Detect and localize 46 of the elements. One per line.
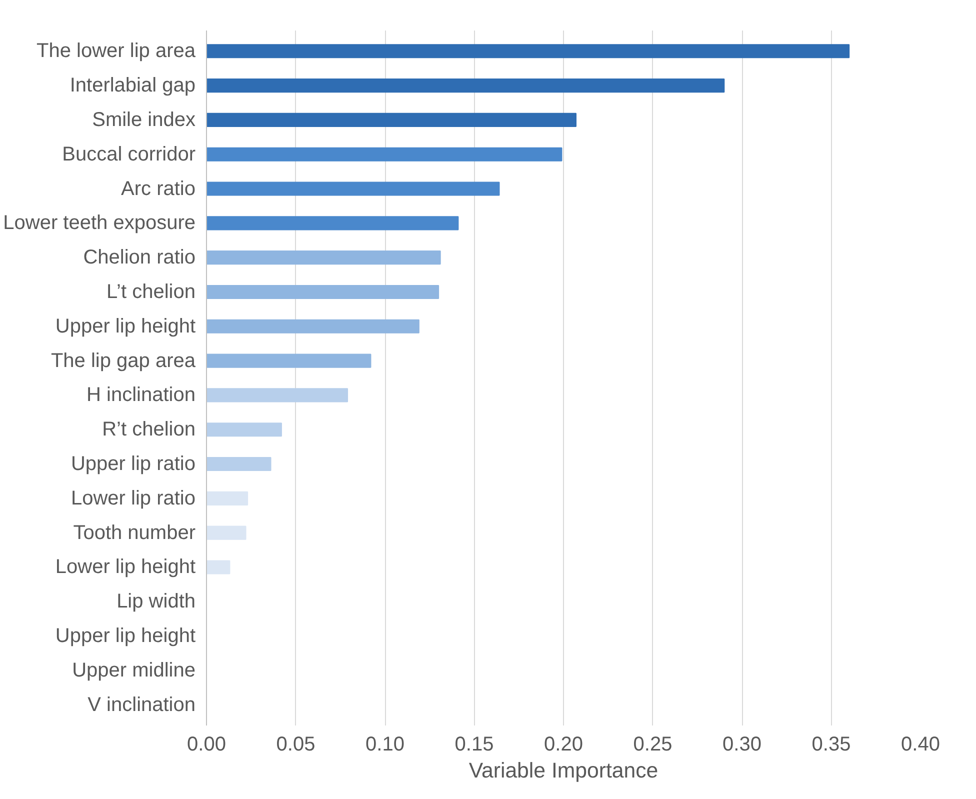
bar [206,147,562,162]
y-tick-label: Tooth number [73,522,196,544]
x-tick-label: 0.25 [633,734,672,756]
y-tick-label: H inclination [86,384,196,406]
bar [206,526,246,540]
bar [206,491,248,506]
bar [206,216,459,230]
bar [206,354,372,368]
x-tick-label: 0.40 [901,734,940,756]
bar [206,422,282,437]
x-tick-label: 0.20 [544,734,583,756]
x-tick-label: 0.00 [187,734,226,756]
y-tick-label: Chelion ratio [83,246,196,269]
bar [206,456,272,472]
x-tick-label: 0.30 [722,734,762,756]
bar [206,182,500,196]
bar [206,112,576,127]
y-tick-label: Arc ratio [121,178,196,200]
bar [206,78,725,93]
y-tick-label: V inclination [88,694,196,716]
y-tick-label: The lip gap area [50,350,196,372]
y-tick-label: Lip width [116,590,196,613]
y-tick-label: Interlabial gap [70,74,196,97]
y-tick-label: Smile index [92,108,196,131]
y-tick-label: Lower lip ratio [71,487,196,510]
bar [206,284,440,300]
bar [206,319,420,334]
y-tick-label: Buccal corridor [62,143,196,166]
bar [206,250,441,265]
x-tick-label: 0.05 [276,734,316,756]
y-tick-label: Lower lip height [55,556,196,578]
x-axis-title: Variable Importance [468,758,658,782]
y-tick-label: R’t chelion [102,418,196,441]
y-tick-label: Lower teeth exposure [3,212,196,234]
y-tick-label: L’t chelion [106,280,196,303]
y-tick-label: Upper lip height [55,625,196,648]
x-tick-label: 0.15 [454,734,494,756]
bar [206,560,230,574]
y-tick-label: The lower lip area [36,40,196,62]
bar [206,388,348,402]
y-tick-label: Upper lip ratio [71,453,196,476]
x-tick-label: 0.10 [366,734,404,756]
x-tick-label: 0.35 [812,734,851,756]
bar [206,44,850,58]
y-tick-label: Upper midline [72,659,196,682]
y-tick-label: Upper lip height [55,315,196,338]
